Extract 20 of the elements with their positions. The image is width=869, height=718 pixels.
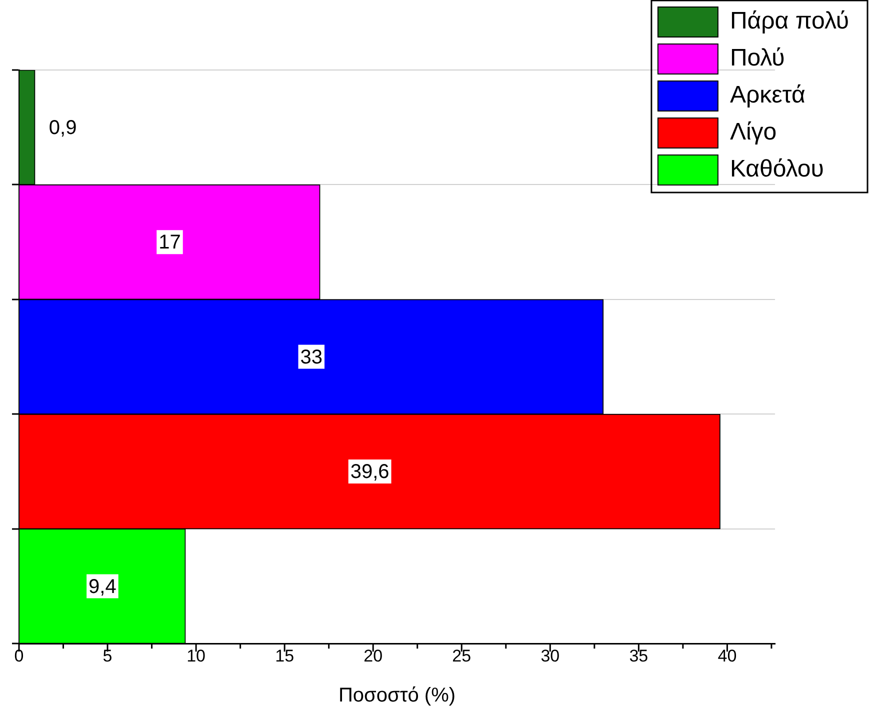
legend-label: Πάρα πολύ [730,8,849,35]
data-label: 39,6 [350,461,390,484]
legend-label: Καθόλου [730,156,824,183]
data-label: 17 [158,232,181,254]
x-tick-label: 30 [540,646,560,666]
x-tick-label: 0 [14,646,24,666]
data-label: 9,4 [88,576,116,598]
x-tick-label: 5 [102,646,112,666]
legend-label: Αρκετά [730,82,806,109]
x-tick-label: 20 [364,646,383,666]
x-tick-label: 10 [186,646,206,666]
x-tick-label: 25 [452,646,472,666]
legend-label: Λίγο [730,118,777,146]
x-tick-label: 15 [275,646,294,666]
x-axis-title: Ποσοστό (%) [338,684,456,707]
x-tick-label: 40 [718,646,737,666]
x-tick-label: 35 [629,646,648,666]
legend-label: Πολύ [730,44,785,72]
data-label: 33 [300,346,323,368]
data-label: 0,9 [48,116,77,139]
